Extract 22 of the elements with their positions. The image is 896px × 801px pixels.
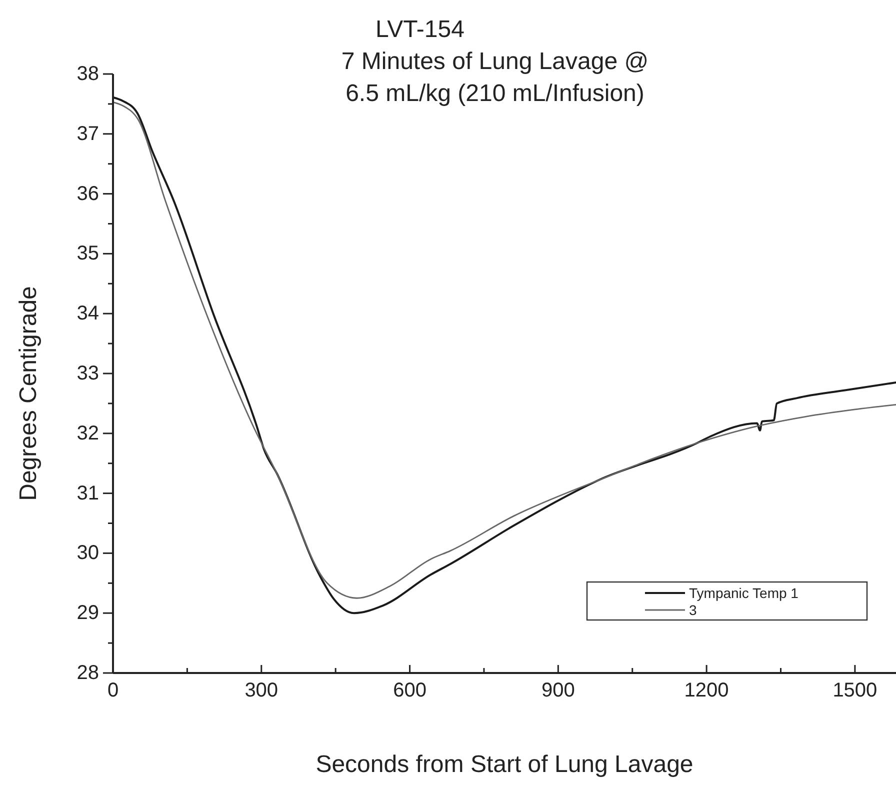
y-tick-label: 29 (76, 602, 99, 624)
y-tick-label: 35 (76, 242, 99, 265)
y-tick-label: 30 (76, 542, 99, 564)
x-tick-label: 1500 (832, 680, 878, 702)
x-tick-label: 0 (107, 680, 119, 702)
x-axis-title: Seconds from Start of Lung Lavage (316, 751, 694, 778)
legend-label: Tympanic Temp 1 (689, 585, 799, 601)
y-tick-label: 28 (76, 662, 99, 684)
chart-title: LVT-154 7 Minutes of Lung Lavage @ 6.5 mL/kg (210 mL/Infusion) (341, 16, 649, 107)
y-tick-label: 34 (76, 302, 99, 325)
y-tick-label: 31 (76, 482, 99, 504)
y-tick-label: 37 (76, 122, 99, 145)
y-tick-label: 32 (76, 422, 99, 444)
y-tick-label: 36 (76, 182, 99, 205)
legend-label: 3 (689, 602, 697, 618)
x-tick-label: 600 (393, 680, 426, 702)
y-axis-title: Degrees Centigrade (15, 286, 42, 501)
y-tick-label: 33 (76, 362, 99, 384)
y-tick-label: 38 (76, 63, 99, 85)
x-tick-label: 1200 (684, 680, 729, 702)
x-tick-label: 900 (541, 680, 575, 702)
x-tick-label: 300 (244, 680, 278, 702)
